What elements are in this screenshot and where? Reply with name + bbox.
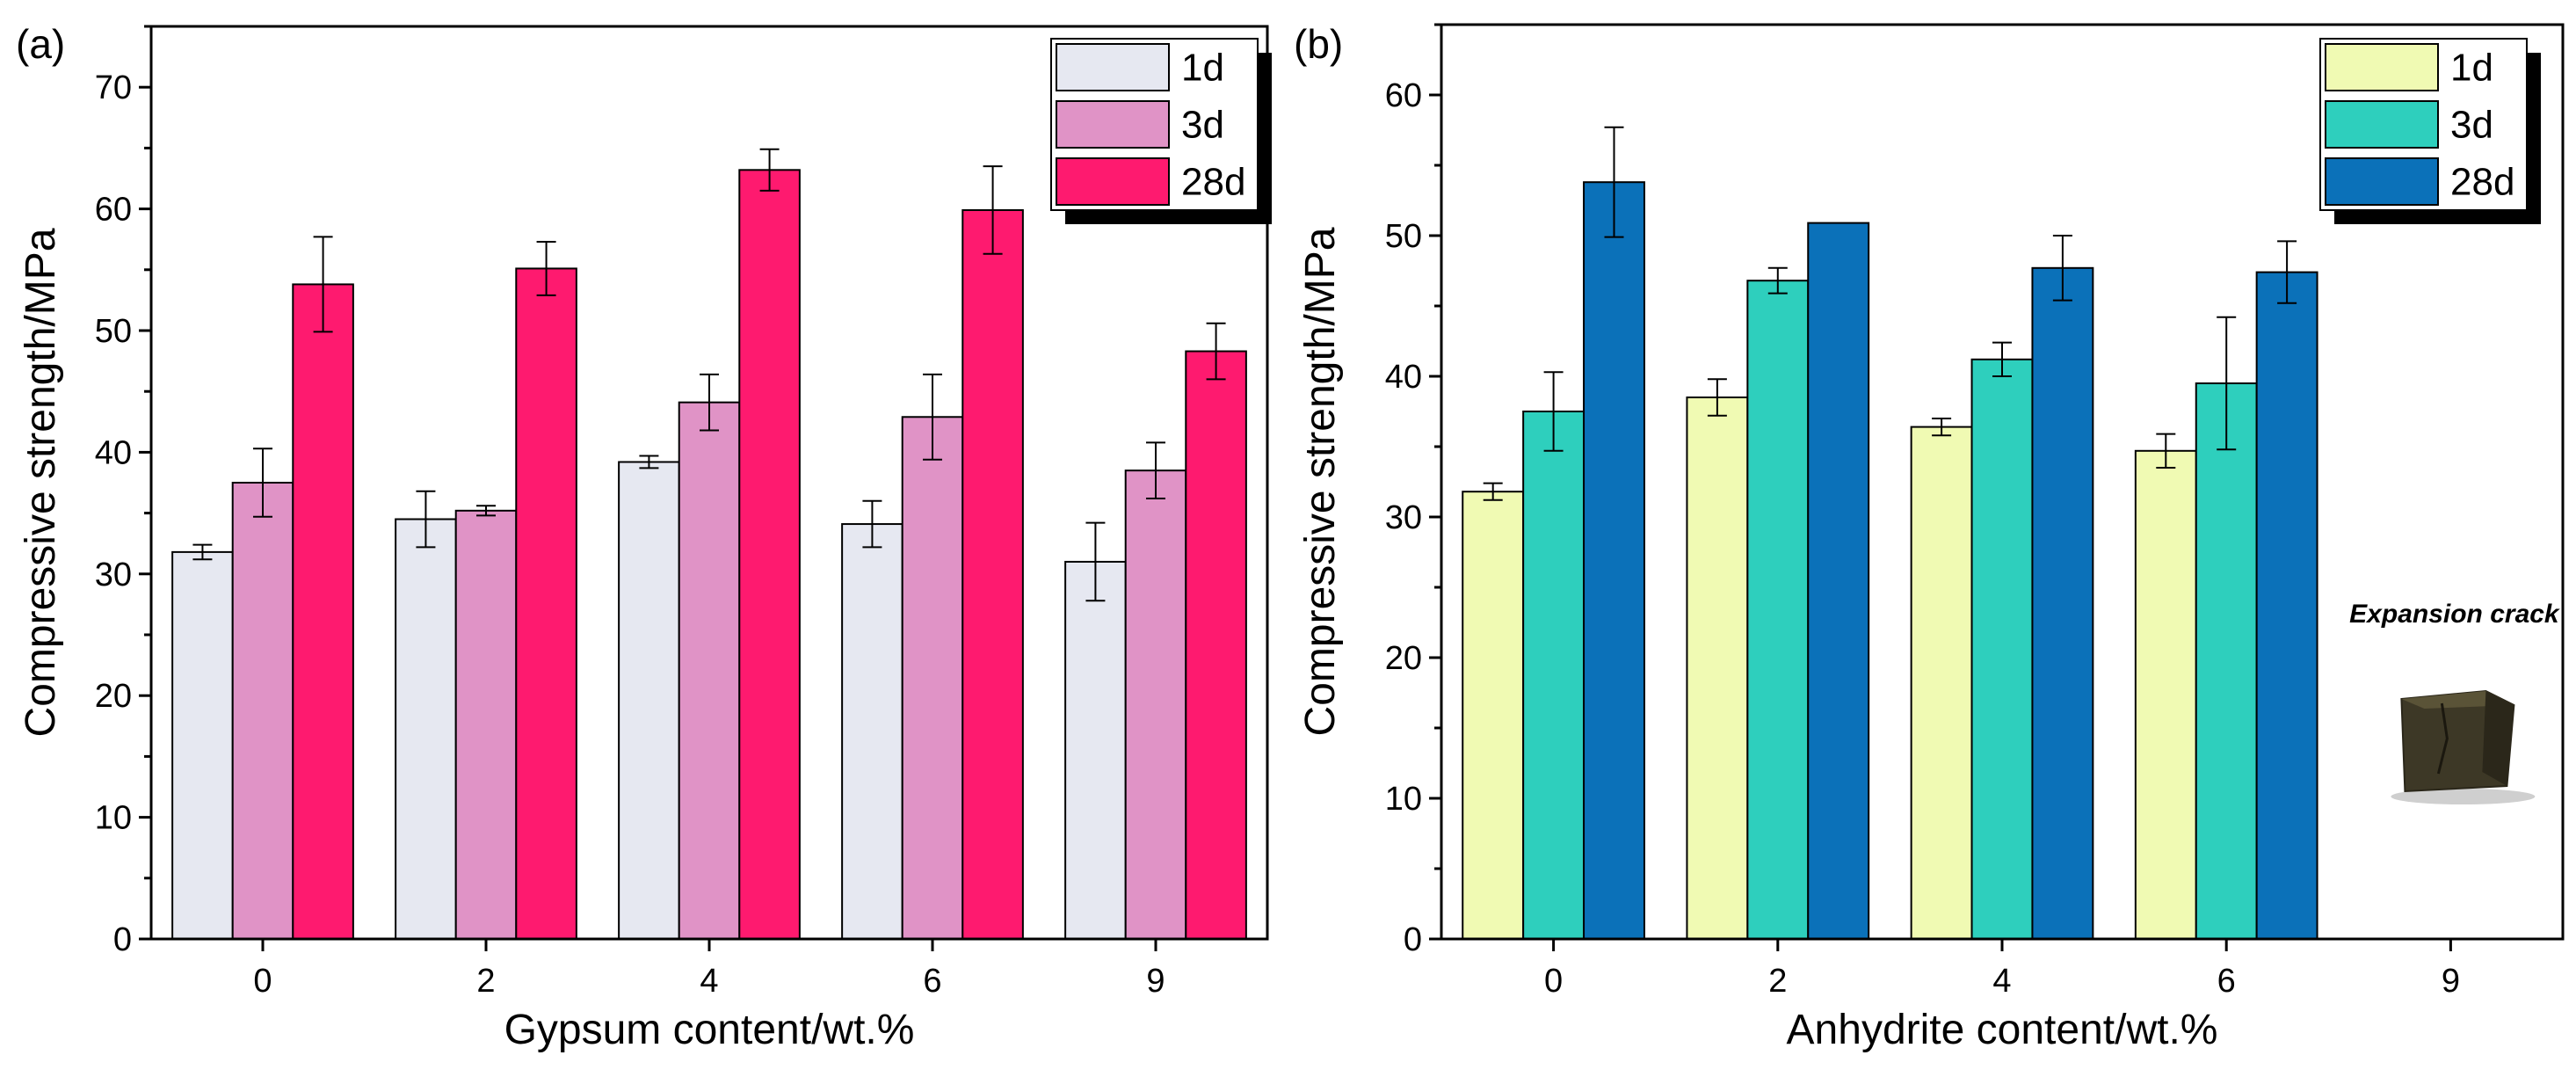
- x-tick-label: 2: [1768, 963, 1787, 1000]
- legend-label-1d: 1d: [2450, 47, 2493, 90]
- legend-label-3d: 3d: [1181, 104, 1224, 147]
- bar-1d-4: [1910, 426, 1973, 941]
- bar-3d-2: [1746, 280, 1810, 940]
- x-tick-label: 0: [1544, 963, 1563, 1000]
- bar-1d-4: [618, 461, 680, 940]
- x-tick-label: 9: [2442, 963, 2460, 1000]
- legend-swatch-3d: [1056, 100, 1170, 149]
- bar-1d-6: [841, 523, 903, 941]
- legend-label-3d: 3d: [2450, 104, 2493, 147]
- y-tick-label: 30: [1385, 499, 1422, 536]
- sample-crack: [2436, 702, 2449, 775]
- legend-label-1d: 1d: [1181, 47, 1224, 90]
- legend-label-28d: 28d: [1181, 161, 1245, 204]
- legend-label-28d: 28d: [2450, 161, 2514, 204]
- legend-swatch-3d: [2325, 100, 2439, 149]
- y-tick-label: 50: [1385, 218, 1422, 255]
- bar-1d-6: [2134, 449, 2197, 940]
- legend-swatch-1d: [2325, 43, 2439, 91]
- annotation-text: Expansion crack: [2349, 600, 2560, 629]
- x-tick-label: 6: [923, 963, 941, 1000]
- y-tick-label: 50: [95, 313, 132, 350]
- bar-3d-6: [901, 416, 964, 941]
- x-axis-title: Gypsum content/wt.%: [504, 1007, 915, 1053]
- bar-28d-9: [1185, 350, 1247, 940]
- bar-28d-6: [2255, 271, 2318, 941]
- panel-label: (b): [1294, 21, 1343, 67]
- bar-1d-2: [1686, 397, 1749, 940]
- y-tick-label: 60: [95, 192, 132, 229]
- x-axis-title: Anhydrite content/wt.%: [1787, 1007, 2218, 1053]
- x-tick-label: 2: [476, 963, 495, 1000]
- panel-a: 0 10 20 30 40 50 60 70 0 2 4 6 9 Gypsum content/wt.% C…: [16, 21, 1272, 1053]
- bar-28d-4: [738, 169, 801, 940]
- bar-3d-2: [454, 509, 518, 940]
- bar-3d-4: [1970, 358, 2034, 940]
- bar-28d-2: [1807, 222, 1870, 941]
- bar-1d-0: [171, 550, 234, 940]
- bar-3d-4: [678, 401, 741, 940]
- bar-28d-0: [292, 283, 354, 940]
- bar-1d-2: [395, 518, 457, 941]
- x-tick-label: 4: [700, 963, 718, 1000]
- x-tick-label: 0: [253, 963, 272, 1000]
- legend-swatch-28d: [2325, 157, 2439, 206]
- y-tick-label: 40: [95, 434, 132, 471]
- y-tick-label: 70: [95, 69, 132, 106]
- bar-3d-0: [231, 482, 294, 940]
- bar-28d-0: [1583, 181, 1645, 940]
- y-tick-label: 20: [1385, 640, 1422, 677]
- panel-label: (a): [16, 21, 65, 67]
- bar-3d-9: [1124, 469, 1187, 940]
- x-tick-label: 9: [1146, 963, 1165, 1000]
- y-tick-label: 10: [95, 800, 132, 837]
- y-tick-label: 40: [1385, 359, 1422, 396]
- y-axis-title: Compressive strength/MPa: [18, 228, 64, 737]
- sample-side: [2482, 691, 2514, 786]
- y-tick-label: 0: [1404, 921, 1422, 958]
- bar-1d-9: [1064, 560, 1127, 941]
- y-tick-label: 20: [95, 678, 132, 715]
- panel-b: 0 10 20 30 40 50 60 0 2 4 6 9 Anhydrite content/wt.%…: [1294, 21, 2565, 1053]
- y-tick-label: 30: [95, 557, 132, 593]
- bar-3d-6: [2195, 382, 2258, 940]
- x-tick-label: 4: [1992, 963, 2011, 1000]
- bar-28d-2: [515, 267, 577, 940]
- y-tick-label: 10: [1385, 781, 1422, 818]
- bar-1d-0: [1462, 491, 1525, 940]
- bar-3d-0: [1522, 411, 1586, 940]
- expansion-crack-sample-image: [2391, 689, 2536, 804]
- sample-shadow: [2391, 789, 2536, 804]
- x-tick-label: 6: [2217, 963, 2236, 1000]
- y-tick-label: 0: [113, 921, 132, 958]
- legend-swatch-1d: [1056, 43, 1170, 91]
- y-tick-label: 60: [1385, 77, 1422, 114]
- y-axis-title: Compressive strength/MPa: [1297, 227, 1344, 736]
- legend-swatch-28d: [1056, 157, 1170, 206]
- bar-28d-6: [961, 208, 1024, 940]
- bar-28d-4: [2031, 266, 2094, 940]
